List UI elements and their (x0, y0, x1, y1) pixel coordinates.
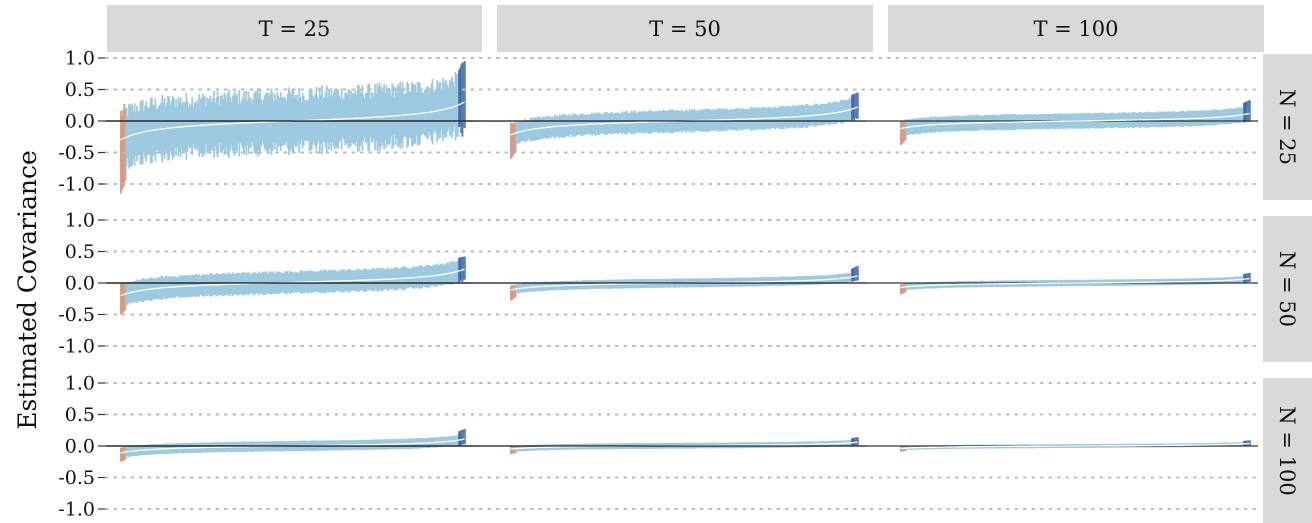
y-tick-label: -1.0 (58, 174, 95, 196)
panel-n25-t25 (105, 57, 474, 194)
y-tick-label: 0.0 (65, 436, 95, 458)
column-strips: T = 25 T = 50 T = 100 (107, 5, 1264, 52)
y-tick-label: -1.0 (58, 336, 95, 358)
strip-col-t50 (497, 5, 873, 52)
y-axis-title: Estimated Covariance (13, 150, 42, 429)
point-estimate-line (900, 442, 1250, 450)
y-tick-label: -1.0 (58, 499, 95, 521)
y-tick-label: 0.5 (65, 404, 95, 426)
strip-col-t50-label: T = 50 (649, 17, 721, 41)
strip-col-t100-label: T = 100 (1033, 17, 1118, 41)
strip-col-t25 (107, 5, 482, 52)
y-tick-label: -0.5 (58, 304, 95, 326)
strip-row-n50-label: N = 50 (1275, 251, 1299, 327)
y-tick-label: 0.5 (65, 79, 95, 101)
panel-n100-t100 (105, 382, 1259, 510)
panel-n50-t100 (105, 219, 1259, 347)
y-tick-label: 0.0 (65, 111, 95, 133)
strip-row-n25-label: N = 25 (1275, 89, 1299, 165)
point-estimate-line (900, 112, 1250, 130)
y-tick-label: 0.5 (65, 241, 95, 263)
panels (105, 57, 1259, 510)
y-tick-label: -0.5 (58, 467, 95, 489)
strip-row-n25 (1263, 54, 1312, 200)
strip-col-t25-label: T = 25 (259, 17, 331, 41)
y-tick-label: 1.0 (65, 373, 95, 395)
strip-row-n100-label: N = 100 (1275, 406, 1299, 495)
row-strips: N = 25 N = 50 N = 100 (1263, 54, 1312, 523)
y-tick-label: 1.0 (65, 48, 95, 70)
strip-col-t100 (888, 5, 1264, 52)
y-tick-label: 0.0 (65, 273, 95, 295)
y-tick-label: 1.0 (65, 210, 95, 232)
y-axes: 1.0 0.5 0.0 -0.5 -1.0 1.0 0.5 0.0 -0.5 -1.0 1.0 0.5… (58, 48, 106, 521)
y-tick-label: -0.5 (58, 142, 95, 164)
strip-row-n100 (1263, 378, 1312, 523)
panel-n25-t100 (105, 57, 1259, 185)
strip-row-n50 (1263, 216, 1312, 362)
point-estimate-line (900, 277, 1250, 289)
